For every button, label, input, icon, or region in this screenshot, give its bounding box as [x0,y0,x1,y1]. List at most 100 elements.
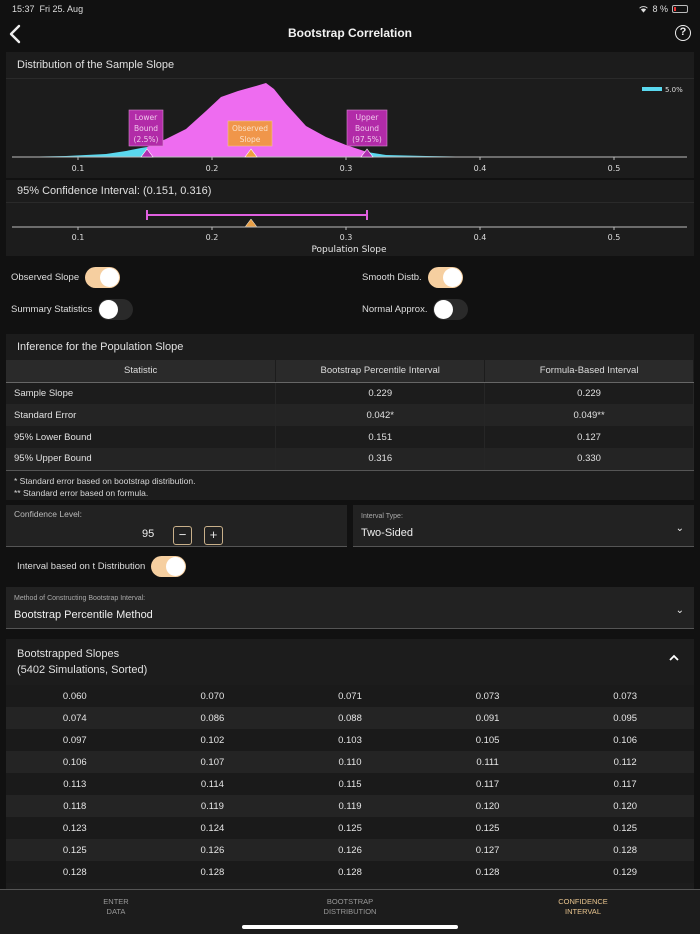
slope-cell: 0.103 [281,729,419,751]
svg-text:0.1: 0.1 [72,233,85,242]
tab-bootstrap-distribution[interactable]: BOOTSTRAP DISTRIBUTION [290,897,410,917]
battery-charging-icon [672,5,688,13]
slope-cell: 0.091 [418,707,557,729]
method-label: Method of Constructing Bootstrap Interva… [14,595,146,602]
column-header: Bootstrap Percentile Interval [275,360,486,383]
right-tail-area [367,152,687,157]
smooth-distb-toggle-row: Smooth Distb. [362,267,463,288]
tab-enter-data[interactable]: ENTER DATA [56,897,176,917]
column-header: Statistic [6,360,277,383]
summary-statistics-label: Summary Statistics [11,304,93,315]
bootstrapped-slopes-subtitle: (5402 Simulations, Sorted) [17,664,148,676]
svg-text:0.1: 0.1 [72,164,85,173]
observed-slope-label: Observed Slope [11,272,80,283]
slope-cell: 0.128 [556,839,694,861]
home-indicator[interactable] [242,925,458,929]
slope-cell: 0.123 [6,817,144,839]
table-row: 0.125 0.126 0.126 0.127 0.128 [6,839,694,861]
tab-confidence-interval[interactable]: CONFIDENCE INTERVAL [523,897,643,917]
bootstrapped-slopes-table: 0.060 0.070 0.071 0.073 0.073 0.074 0.086 0.088… [6,685,694,883]
tab-label: DATA [106,907,126,916]
slope-cell: 0.129 [556,861,694,883]
svg-text:0.3: 0.3 [340,164,353,173]
method-select[interactable]: Method of Constructing Bootstrap Interva… [6,587,694,629]
slope-cell: 0.118 [6,795,144,817]
x-tick-labels: 0.1 0.2 0.3 0.4 0.5 [72,164,621,173]
decrement-button[interactable]: − [173,526,192,545]
tab-bar: ENTER DATA BOOTSTRAP DISTRIBUTION CONFID… [0,889,700,934]
status-right: 8 % [639,4,688,14]
slope-cell: 0.070 [143,685,282,707]
tab-label: DISTRIBUTION [323,907,377,916]
slope-cell: 0.120 [418,795,557,817]
footnotes: * Standard error based on bootstrap dist… [6,471,694,503]
slope-cell: 0.128 [143,861,282,883]
table-row: 95% Lower Bound 0.151 0.127 [6,426,694,448]
table-row: 0.128 0.128 0.128 0.128 0.129 [6,861,694,883]
legend-label: 5.0% [665,86,683,94]
t-distribution-toggle[interactable] [151,556,187,577]
t-distribution-label: Interval based on t Distribution [17,561,146,572]
normal-approx-toggle-row: Normal Approx. [362,299,469,320]
svg-text:0.5: 0.5 [608,233,621,242]
table-row: 0.113 0.114 0.115 0.117 0.117 [6,773,694,795]
cell: 0.229 [484,382,694,404]
lower-bound-marker [140,148,154,158]
svg-text:0.3: 0.3 [340,233,353,242]
slope-cell: 0.119 [143,795,282,817]
slope-cell: 0.105 [418,729,557,751]
navigation-bar: Bootstrap Correlation ? [0,18,700,50]
tab-label: ENTER [103,897,129,906]
increment-button[interactable]: + [204,526,223,545]
slope-cell: 0.114 [143,773,282,795]
chevron-up-icon[interactable] [668,653,680,663]
tab-label: INTERVAL [565,907,601,916]
table-row: 95% Upper Bound 0.316 0.330 [6,448,694,471]
footnote: * Standard error based on bootstrap dist… [14,475,196,486]
interval-type-select[interactable]: Interval Type: Two-Sided ⌄ [353,505,694,547]
chevron-down-icon: ⌄ [675,523,684,534]
slope-cell: 0.111 [418,751,557,773]
distribution-title: Distribution of the Sample Slope [17,59,175,71]
normal-approx-toggle[interactable] [433,299,469,320]
confidence-level-field: Confidence Level: 95 − + [6,505,347,547]
page-title: Bootstrap Correlation [287,26,412,40]
slope-cell: 0.113 [6,773,144,795]
chevron-left-icon[interactable] [6,22,26,46]
cell: 95% Upper Bound [6,448,277,471]
svg-text:0.4: 0.4 [474,164,487,173]
cell: 0.049** [484,404,694,426]
middle-95-area [147,83,367,157]
bootstrapped-slopes-header[interactable]: Bootstrapped Slopes (5402 Simulations, S… [6,639,694,685]
svg-text:Upper: Upper [356,113,380,122]
wifi-icon [639,5,649,13]
interval-type-label: Interval Type: [361,513,403,520]
confidence-level-value: 95 [142,528,155,540]
confidence-interval-card: 95% Confidence Interval: (0.151, 0.316) … [6,180,694,256]
svg-text:0.5: 0.5 [608,164,621,173]
summary-statistics-toggle[interactable] [98,299,134,320]
help-circle-icon[interactable]: ? [675,25,691,41]
status-time: 15:37 Fri 25. Aug [12,4,84,14]
cell: Standard Error [6,404,277,426]
status-bar: 15:37 Fri 25. Aug 8 % [0,0,700,18]
slope-cell: 0.112 [556,751,694,773]
cell: 0.316 [275,448,486,471]
svg-text:Lower: Lower [135,113,158,122]
interval-type-value: Two-Sided [361,527,413,539]
slope-cell: 0.095 [556,707,694,729]
slope-cell: 0.126 [281,839,419,861]
svg-text:0.2: 0.2 [206,164,219,173]
slope-cell: 0.117 [418,773,557,795]
slope-cell: 0.088 [281,707,419,729]
svg-text:(97.5%): (97.5%) [352,135,382,144]
smooth-distb-toggle[interactable] [427,267,463,288]
svg-text:Observed: Observed [232,124,268,133]
t-distribution-toggle-row: Interval based on t Distribution [17,556,187,577]
bootstrapped-slopes-card: Bootstrapped Slopes (5402 Simulations, S… [6,639,694,889]
inference-table: Statistic Bootstrap Percentile Interval … [6,360,694,471]
slope-cell: 0.126 [143,839,282,861]
distribution-chart-card: Distribution of the Sample Slope 0.1 0.2 0… [6,52,694,178]
slope-cell: 0.128 [418,861,557,883]
observed-slope-toggle[interactable] [85,267,121,288]
